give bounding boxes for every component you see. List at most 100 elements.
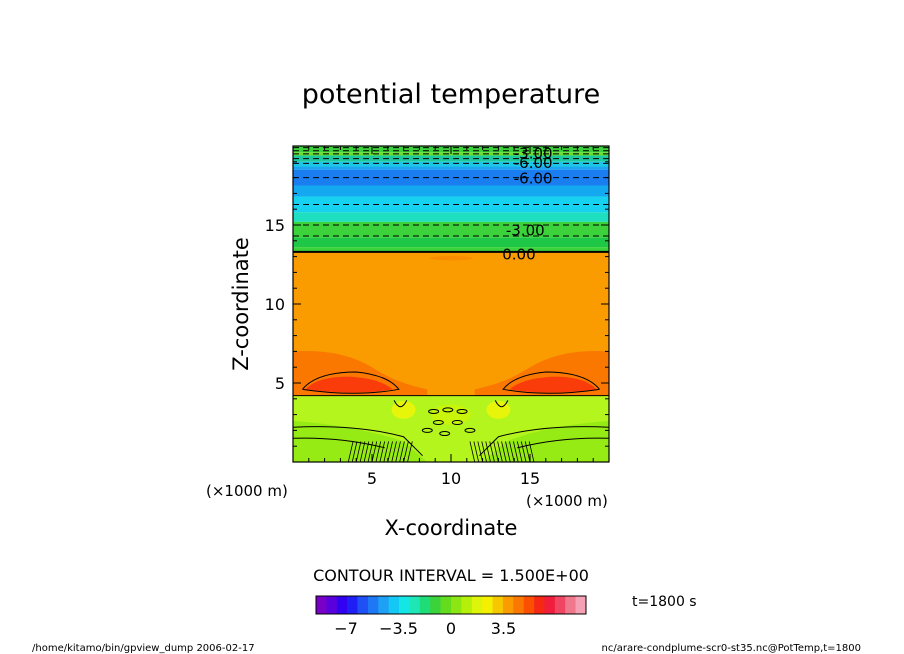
fill-band [293, 155, 609, 162]
fill-plume-left [391, 400, 416, 419]
contour-line-surface [359, 441, 366, 462]
colorbar-cell [565, 596, 576, 614]
colorbar-cell [347, 596, 358, 614]
footer-right: nc/arare-condplume-scr0-st35.nc@PotTemp,… [602, 643, 861, 654]
colorbar-cell [316, 596, 327, 614]
contour-line-surface [347, 441, 354, 462]
contour-line-surface [505, 441, 511, 462]
contour-fill-layer [293, 146, 609, 462]
colorbar-cell [471, 596, 483, 614]
fill-plume-right [486, 400, 511, 419]
colorbar-cell [357, 596, 369, 614]
contour-line-surface [528, 441, 535, 462]
contour-line-surface [481, 441, 487, 462]
y-axis-label: Z-coordinate [229, 237, 253, 371]
contour-line-surface [403, 441, 409, 462]
colorbar-cell [430, 596, 441, 614]
contour-line-surface [485, 441, 491, 462]
contour-line-layer [293, 147, 609, 462]
colorbar-cell [336, 596, 348, 614]
contour-label: -3.00 [506, 222, 545, 240]
axis-ticks [292, 145, 610, 463]
contour-line [479, 426, 609, 457]
contour-line-surface [524, 441, 531, 462]
footer-left: /home/kitamo/bin/gpview_dump 2006-02-17 [32, 643, 255, 654]
x-axis-label: X-coordinate [385, 516, 518, 540]
fill-band [293, 247, 609, 252]
z-tick-label: 5 [275, 374, 285, 393]
contour-line-surface [371, 441, 378, 462]
fill-core-left [305, 376, 393, 393]
colorbar-cell [451, 596, 462, 614]
x-unit-label-right: (×1000 m) [526, 492, 608, 510]
fill-band [293, 166, 609, 170]
contour-line [494, 400, 509, 408]
colorbar-tick-labels: −7 −3.5 0 3.5 [334, 619, 516, 638]
fill-band [293, 185, 609, 197]
contour-line-surface [509, 441, 515, 462]
fill-band [293, 237, 609, 248]
contour-line-surface [493, 441, 499, 462]
contour-line-surface [391, 441, 397, 462]
x-tick-labels: 5 10 15 [367, 469, 540, 488]
contour-line-surface [407, 441, 413, 462]
colorbar-tick-label: −3.5 [379, 619, 418, 638]
colorbar-cell [419, 596, 431, 614]
contour-line-surface [367, 441, 374, 462]
fill-band [293, 196, 609, 213]
colorbar-cell [482, 596, 493, 614]
time-label: t=1800 s [632, 594, 697, 610]
contour-cell [456, 408, 468, 414]
fill-band [293, 161, 609, 167]
colorbar-cell [367, 596, 379, 614]
z-tick-label: 15 [265, 216, 285, 235]
contour-line-surface [363, 441, 370, 462]
x-unit-label-left: (×1000 m) [206, 482, 288, 500]
x-tick-label: 5 [367, 469, 377, 488]
contour-line-surface [383, 441, 389, 462]
contour-line-surface [477, 441, 483, 462]
colorbar-cell [399, 596, 410, 614]
contour-line [302, 371, 400, 394]
contour-cell [421, 427, 433, 433]
fill-band [293, 169, 609, 186]
z-tick-label: 10 [265, 295, 285, 314]
contour-line-surface [351, 441, 358, 462]
colorbar-cell [461, 596, 473, 614]
contour-line-surface [513, 441, 519, 462]
colorbar-cell [513, 596, 524, 614]
contour-line-surface [395, 441, 401, 462]
contour-line-surface [399, 441, 405, 462]
colorbar-cell [554, 596, 566, 614]
contour-line [502, 371, 600, 394]
contour-line-surface [387, 441, 393, 462]
colorbar [315, 595, 587, 615]
contour-line-surface [469, 441, 476, 462]
contour-cell [464, 427, 476, 433]
chart-title: potential temperature [302, 79, 600, 110]
contour-cell [428, 408, 440, 414]
x-tick-label: 10 [441, 469, 461, 488]
contour-line-surface [355, 441, 362, 462]
contour-cell [442, 407, 454, 413]
contour-labels: -3.000.00-6.00-6.00-3.00 [502, 144, 553, 263]
colorbar-cell [575, 596, 587, 614]
fill-band [293, 221, 609, 238]
contour-line-surface [473, 441, 480, 462]
fill-plume-center [431, 404, 471, 425]
contour-label: -3.00 [514, 144, 553, 162]
colorbar-cell [409, 596, 421, 614]
contour-label: 0.00 [502, 245, 535, 263]
fill-band [293, 212, 609, 222]
colorbar-tick-label: −7 [334, 619, 358, 638]
colorbar-cell [544, 596, 556, 614]
contour-line-surface [375, 441, 382, 462]
colorbar-cell [502, 596, 514, 614]
contour-cell [432, 420, 444, 425]
contour-line [293, 426, 423, 457]
contour-line [393, 400, 408, 408]
colorbar-cell [440, 596, 452, 614]
z-tick-labels: 5 10 15 [265, 216, 285, 393]
colorbar-frame [315, 595, 587, 615]
